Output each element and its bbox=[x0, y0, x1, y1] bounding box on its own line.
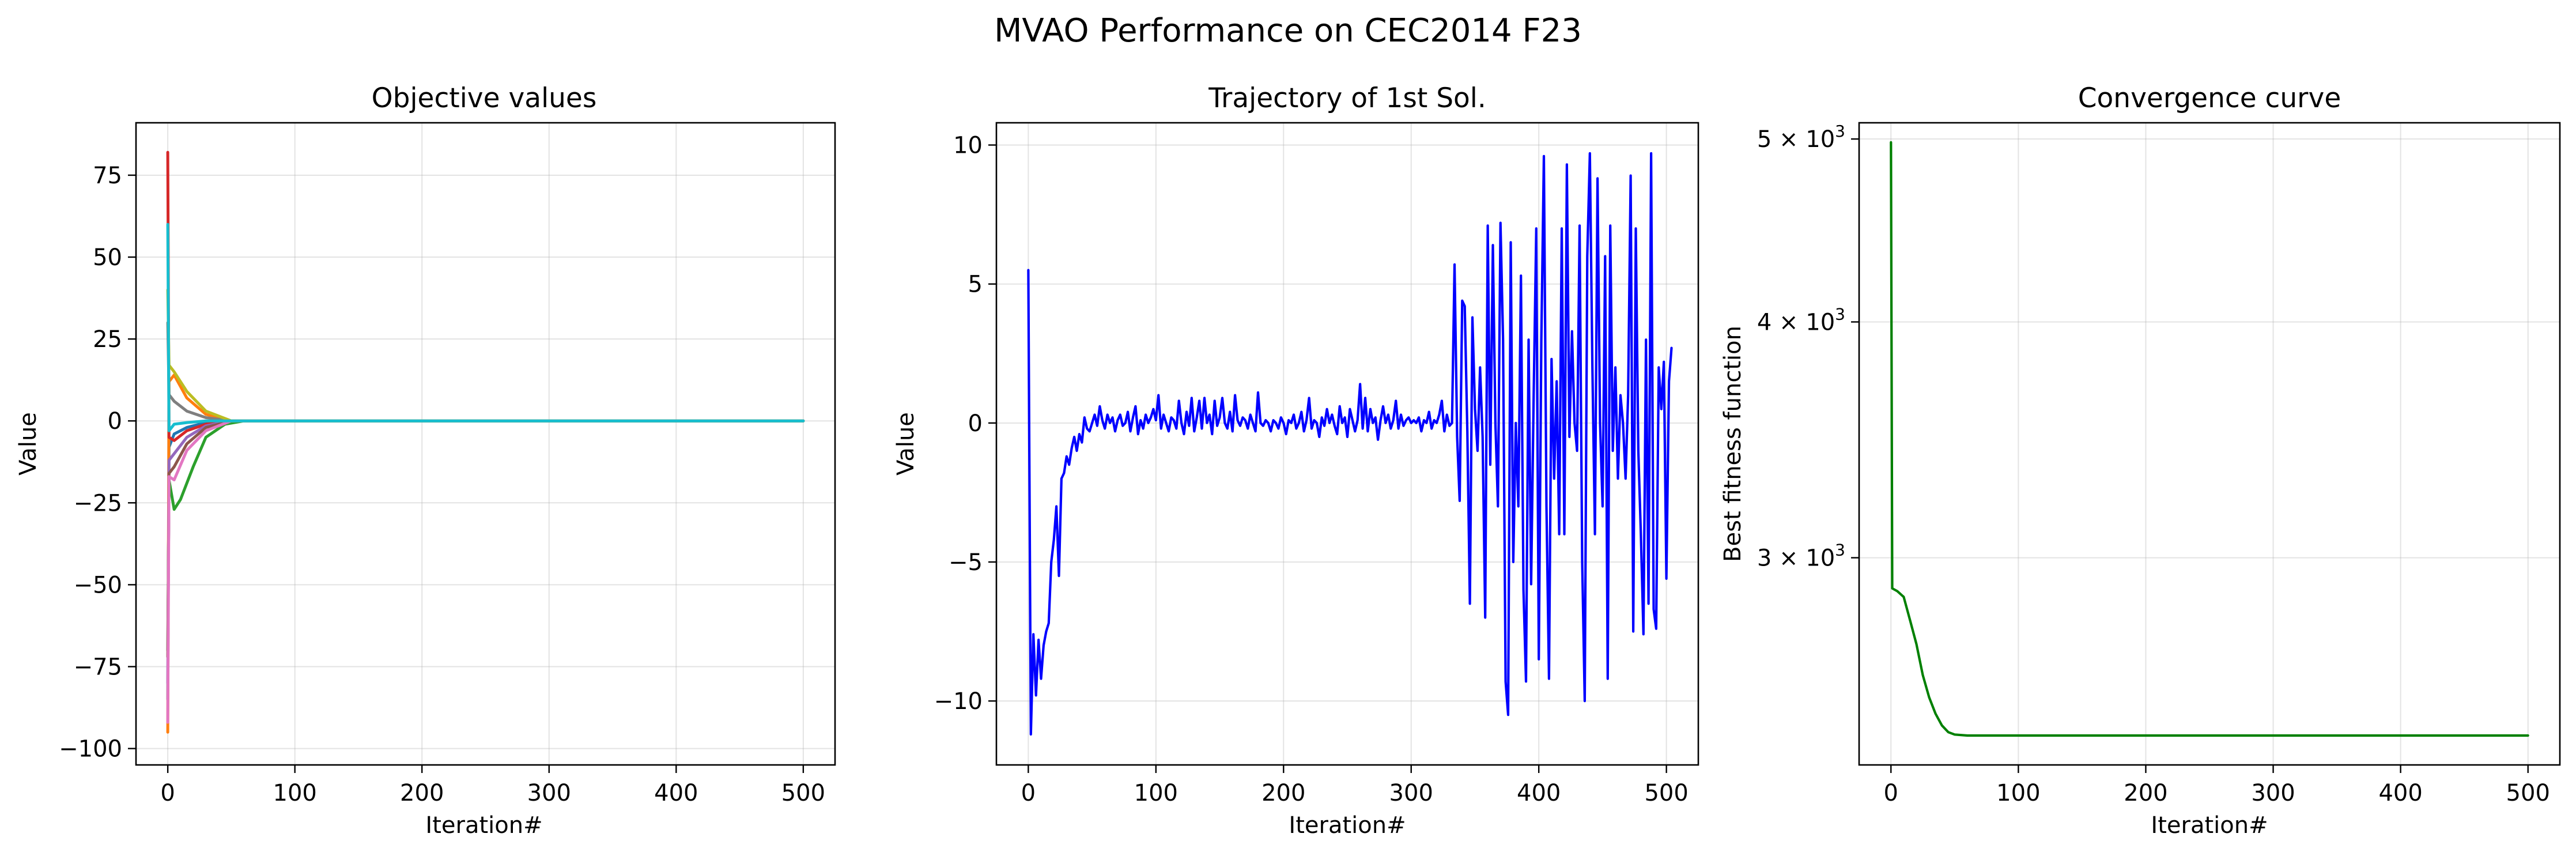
x-tick-label: 0 bbox=[1021, 780, 1036, 806]
series-line-10 bbox=[166, 223, 805, 432]
series-line-1 bbox=[1027, 152, 1673, 736]
series-line-1 bbox=[1890, 141, 2529, 737]
panel-objective-values-series bbox=[166, 150, 805, 734]
series-line-7 bbox=[166, 419, 805, 724]
panel-objective-values-xlabel: Iteration# bbox=[425, 812, 542, 839]
panel-trajectory-ylabel: Value bbox=[893, 412, 919, 476]
panel-convergence-title: Convergence curve bbox=[2078, 82, 2341, 114]
panel-trajectory-series bbox=[1027, 152, 1673, 736]
panel-convergence-ylabel: Best fitness function bbox=[1720, 326, 1746, 562]
y-tick-label: 0 bbox=[968, 410, 983, 437]
y-tick-label: 5 bbox=[968, 271, 983, 298]
y-tick-label: −100 bbox=[59, 736, 122, 763]
y-tick-label: 10 bbox=[953, 133, 983, 159]
series-line-6 bbox=[166, 419, 805, 658]
x-tick-label: 400 bbox=[2378, 780, 2422, 806]
y-tick-label: 3 × 103 bbox=[1757, 541, 1845, 572]
panel-trajectory-frame bbox=[995, 122, 1699, 766]
series-line-1 bbox=[166, 419, 805, 701]
panel-objective-values-ticks: 0 100 200 300 400 500 −100 −75 −50 −25 0 25 50 75 bbox=[59, 163, 825, 806]
y-tick-label: −25 bbox=[74, 490, 122, 516]
x-tick-label: 100 bbox=[273, 780, 317, 806]
x-tick-label: 300 bbox=[527, 780, 571, 806]
x-tick-label: 500 bbox=[2506, 780, 2550, 806]
x-tick-label: 400 bbox=[654, 780, 698, 806]
panel-objective-values-grid bbox=[136, 123, 835, 765]
x-tick-label: 200 bbox=[400, 780, 444, 806]
panel-trajectory-xlabel: Iteration# bbox=[1289, 812, 1406, 839]
panel-objective-values-ylabel: Value bbox=[15, 412, 41, 476]
y-tick-label: 25 bbox=[93, 326, 122, 353]
y-tick-label: −10 bbox=[934, 688, 983, 715]
y-tick-label: −5 bbox=[949, 549, 983, 576]
x-tick-label: 500 bbox=[1644, 780, 1688, 806]
x-tick-label: 500 bbox=[781, 780, 825, 806]
panel-trajectory-title: Trajectory of 1st Sol. bbox=[1208, 82, 1486, 114]
x-tick-label: 300 bbox=[2251, 780, 2295, 806]
series-line-8 bbox=[166, 321, 805, 423]
y-tick-label: 5 × 103 bbox=[1757, 122, 1845, 153]
y-tick-label: −75 bbox=[74, 654, 122, 680]
panel-trajectory: Trajectory of 1st Sol. 0 100 200 300 400 500−… bbox=[893, 82, 1699, 839]
y-tick-label: −50 bbox=[74, 572, 122, 598]
series-line-5 bbox=[166, 419, 805, 685]
panel-convergence-xlabel: Iteration# bbox=[2151, 812, 2268, 839]
x-tick-label: 0 bbox=[160, 780, 175, 806]
y-tick-label: 4 × 103 bbox=[1757, 304, 1845, 335]
panel-convergence-series bbox=[1890, 141, 2529, 737]
panel-convergence-frame bbox=[1858, 122, 2561, 766]
y-tick-label: 0 bbox=[108, 408, 122, 435]
series-line-3 bbox=[166, 419, 805, 652]
figure-title: MVAO Performance on CEC2014 F23 bbox=[994, 12, 1582, 50]
y-tick-label: 75 bbox=[93, 163, 122, 189]
x-tick-label: 100 bbox=[1134, 780, 1178, 806]
x-tick-label: 400 bbox=[1517, 780, 1561, 806]
x-tick-label: 200 bbox=[2124, 780, 2167, 806]
panel-convergence-ticks: 0 100 200 300 400 500 3 × 103 4 × 103 5 × 103 bbox=[1757, 122, 2550, 806]
series-line-4 bbox=[166, 150, 805, 442]
x-tick-label: 200 bbox=[1261, 780, 1305, 806]
y-tick-label: 50 bbox=[93, 244, 122, 271]
panel-objective-values: Objective values 0 100 200 300 400 500−100−75… bbox=[15, 82, 836, 839]
panel-convergence-grid bbox=[1859, 123, 2560, 765]
panel-objective-values-frame bbox=[135, 122, 836, 766]
panel-trajectory-ticks: 0 100 200 300 400 500 −10 −5 0 5 10 bbox=[934, 133, 1689, 806]
x-tick-label: 300 bbox=[1389, 780, 1433, 806]
panel-objective-values-title: Objective values bbox=[372, 82, 597, 114]
x-tick-label: 100 bbox=[1996, 780, 2040, 806]
x-tick-label: 0 bbox=[1884, 780, 1898, 806]
series-line-2 bbox=[166, 374, 805, 734]
series-line-9 bbox=[166, 288, 805, 423]
panel-convergence: Convergence curve 0 100 200 300 400 500 3 × 10… bbox=[1720, 82, 2561, 839]
panel-trajectory-grid bbox=[996, 123, 1698, 765]
